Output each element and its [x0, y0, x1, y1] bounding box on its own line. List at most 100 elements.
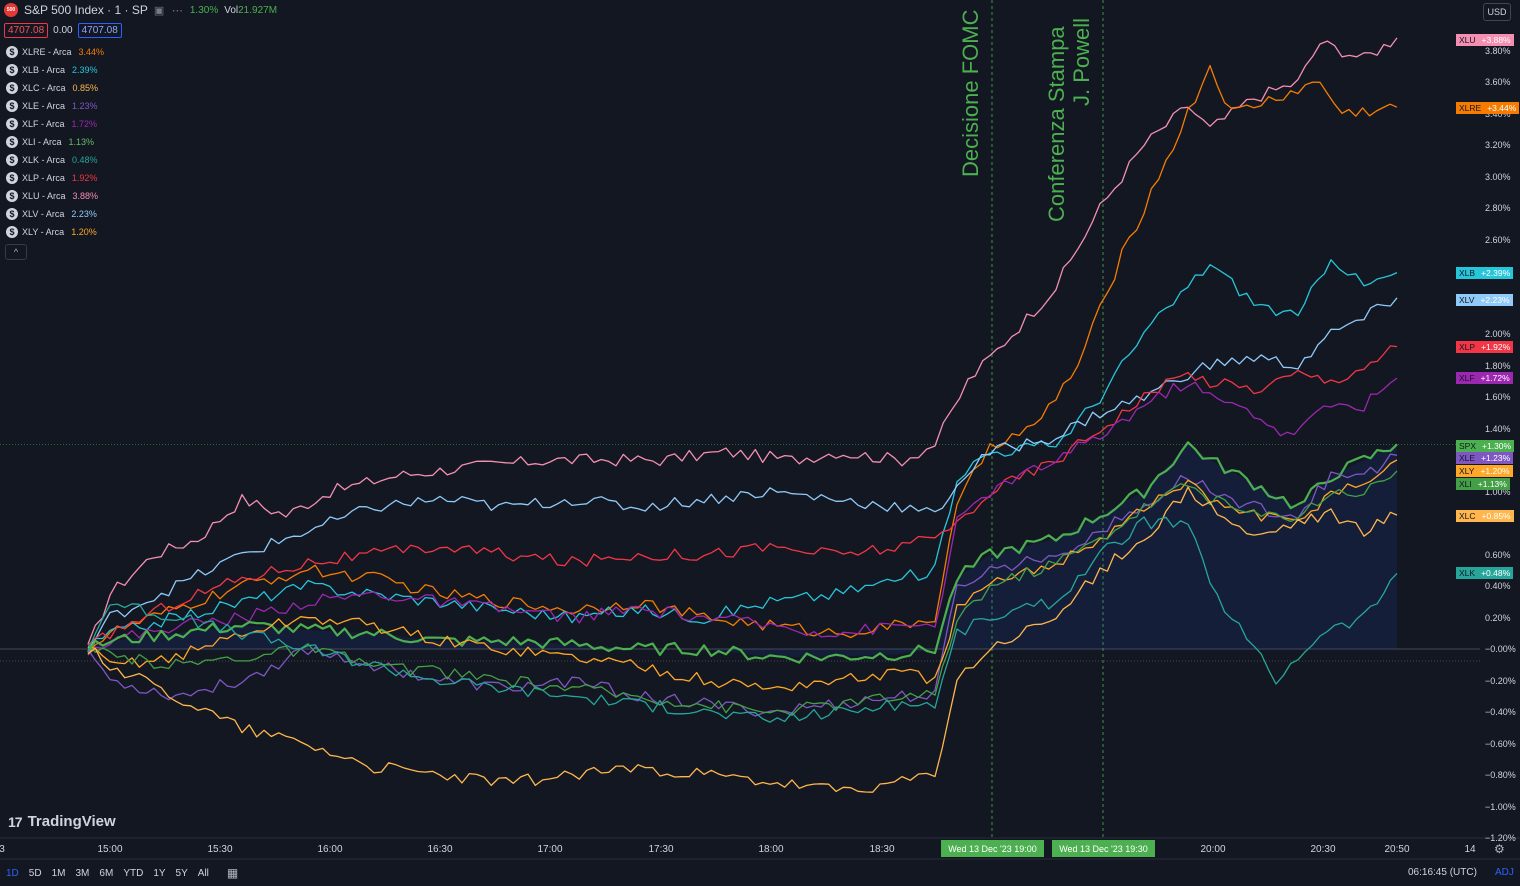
dollar-icon: $: [6, 100, 18, 112]
compare-symbol-row[interactable]: $ XLRE - Arca 3.44%: [6, 43, 104, 61]
series-label-value: +3.88%: [1478, 34, 1514, 46]
chart-title[interactable]: S&P 500 Index · 1 · SP: [24, 3, 148, 17]
dollar-icon: $: [6, 154, 18, 166]
series-line-xly: [87, 459, 1398, 692]
series-label-code: XLK: [1456, 567, 1479, 579]
series-price-label: SPX +1.30%: [1456, 440, 1515, 452]
compare-symbol-name: XLC - Arca: [22, 83, 66, 93]
series-label-code: XLB: [1456, 267, 1479, 279]
series-line-xlu: [87, 37, 1398, 645]
price-tick: 1.60%: [1485, 392, 1511, 402]
series-price-label: XLU +3.88%: [1456, 34, 1514, 46]
adj-toggle[interactable]: ADJ: [1495, 867, 1514, 878]
compare-symbol-name: XLRE - Arca: [22, 47, 72, 57]
compare-symbol-row[interactable]: $ XLY - Arca 1.20%: [6, 223, 104, 241]
series-label-value: +1.20%: [1477, 465, 1513, 477]
volume-value: 21.927M: [238, 4, 278, 16]
compare-symbol-pct: 2.23%: [71, 209, 97, 219]
series-label-value: +1.30%: [1479, 440, 1515, 452]
timeframe-button-1d[interactable]: 1D: [6, 867, 19, 879]
series-line-xlv: [87, 297, 1398, 649]
price-tick: 3.00%: [1485, 171, 1511, 182]
compare-symbol-name: XLF - Arca: [22, 119, 65, 129]
series-line-spx: [87, 441, 1398, 664]
series-label-value: +1.23%: [1478, 452, 1514, 464]
timeframe-button-1m[interactable]: 1M: [51, 867, 66, 879]
timeframe-button-5d[interactable]: 5D: [28, 867, 42, 879]
time-tick: 15:30: [207, 844, 233, 855]
compare-symbol-row[interactable]: $ XLK - Arca 0.48%: [6, 151, 104, 169]
compare-symbol-row[interactable]: $ XLP - Arca 1.92%: [6, 169, 104, 187]
compare-symbol-pct: 1.92%: [71, 173, 98, 183]
tradingview-logo-icon: 17: [8, 813, 23, 830]
price-tick: 2.60%: [1485, 234, 1511, 245]
timeframe-button-ytd[interactable]: YTD: [123, 867, 144, 879]
dollar-icon: $: [6, 46, 18, 58]
series-label-value: +0.48%: [1478, 567, 1514, 579]
dollar-icon: $: [6, 82, 18, 94]
compare-symbol-row[interactable]: $ XLE - Arca 1.23%: [6, 97, 104, 115]
price-tick: 2.00%: [1485, 329, 1511, 339]
series-price-label: XLV +2.23%: [1456, 294, 1513, 306]
compare-symbol-row[interactable]: $ XLI - Arca 1.13%: [6, 133, 104, 151]
timeframe-button-5y[interactable]: 5Y: [175, 867, 188, 879]
timeframe-button-3m[interactable]: 3M: [75, 867, 90, 879]
series-price-label: XLP +1.92%: [1456, 341, 1514, 353]
timeframe-button-1y[interactable]: 1Y: [153, 867, 166, 879]
compare-symbol-row[interactable]: $ XLU - Arca 3.88%: [6, 187, 104, 205]
sp500-symbol-badge: 500: [4, 3, 18, 17]
series-price-label: XLK +0.48%: [1456, 567, 1514, 579]
compare-symbol-name: XLP - Arca: [22, 173, 65, 183]
compare-symbol-pct: 2.39%: [72, 65, 98, 75]
chart-legend-header: 500 S&P 500 Index · 1 · SP ▣ ⋯ 1.30% Vol…: [4, 2, 277, 18]
compare-symbol-pct: 0.85%: [72, 83, 99, 93]
timeframe-button-all[interactable]: All: [197, 867, 209, 879]
utc-clock[interactable]: 06:16:45 (UTC): [1408, 867, 1477, 878]
price-tick: −0.20%: [1485, 675, 1516, 686]
dollar-icon: $: [6, 64, 18, 76]
time-tick: 20:50: [1384, 844, 1410, 855]
currency-selector[interactable]: USD: [1483, 3, 1511, 21]
time-tick: 16:30: [427, 844, 453, 855]
time-tick: 18:30: [869, 844, 895, 855]
series-label-code: XLRE: [1456, 102, 1485, 114]
compare-symbol-pct: 1.20%: [71, 227, 97, 237]
compare-symbol-row[interactable]: $ XLB - Arca 2.39%: [6, 61, 104, 79]
series-label-value: +2.39%: [1478, 267, 1514, 279]
price-tick: 1.40%: [1485, 423, 1511, 434]
timeframe-button-6m[interactable]: 6M: [99, 867, 114, 879]
dollar-icon: $: [6, 190, 18, 202]
annotation-fomc: Decisione FOMC: [958, 9, 983, 177]
series-label-value: +0.85%: [1478, 510, 1514, 522]
series-label-code: XLF: [1456, 372, 1478, 384]
annotation-powell-line2: J. Powell: [1069, 17, 1094, 106]
price-tick: −0.40%: [1485, 707, 1516, 717]
time-tick: 14: [1464, 844, 1476, 855]
volume-label: Vol: [224, 4, 239, 16]
compare-symbol-row[interactable]: $ XLC - Arca 0.85%: [6, 79, 104, 97]
collapse-legend-button[interactable]: ^: [5, 244, 27, 260]
price-tick: −1.00%: [1485, 801, 1516, 812]
time-tick: 16:00: [317, 844, 343, 855]
spread-value: 0.00: [53, 25, 73, 36]
compare-symbol-row[interactable]: $ XLV - Arca 2.23%: [6, 205, 104, 223]
calendar-icon[interactable]: ▦: [226, 866, 239, 880]
buy-price-box[interactable]: 4707.08: [77, 23, 122, 38]
chart-settings-icon[interactable]: ⚙: [1494, 842, 1505, 856]
series-line-xlp: [87, 345, 1398, 646]
sell-price-box[interactable]: 4707.08: [4, 23, 49, 38]
time-tick: 20:30: [1310, 844, 1336, 855]
compare-symbol-name: XLB - Arca: [22, 65, 66, 75]
series-label-code: XLI: [1456, 478, 1475, 490]
hide-series-icon[interactable]: ▣: [153, 5, 165, 17]
series-label-value: +1.13%: [1474, 478, 1510, 490]
time-tick: 17:30: [648, 844, 674, 855]
dollar-icon: $: [6, 226, 18, 238]
price-tick: 0.40%: [1485, 581, 1511, 591]
compare-symbol-row[interactable]: $ XLF - Arca 1.72%: [6, 115, 104, 133]
price-tick: 0.60%: [1485, 549, 1511, 560]
more-options-icon[interactable]: ⋯: [171, 5, 183, 17]
compare-symbol-pct: 0.48%: [72, 155, 98, 165]
series-line-xli: [87, 470, 1398, 717]
